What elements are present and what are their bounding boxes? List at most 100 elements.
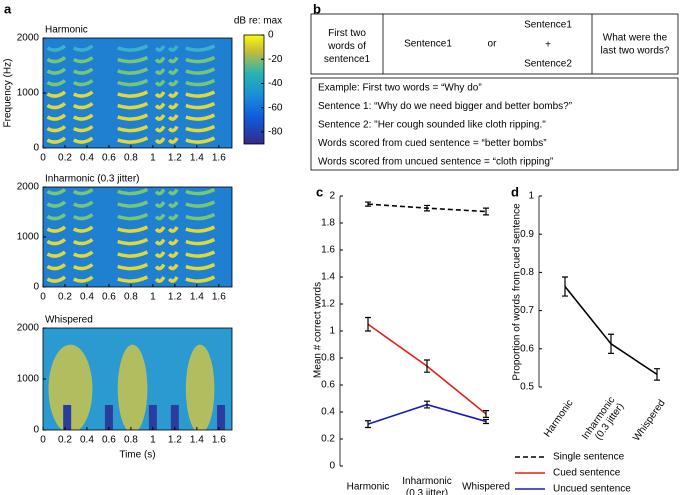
x-tick-label: 0 — [40, 435, 46, 446]
harmonic-band — [167, 238, 179, 246]
harmonic-band — [154, 238, 166, 246]
x-tick-label: 0 — [40, 153, 46, 164]
trial-cell-text: + — [545, 40, 551, 51]
y-tick-label: 0.7 — [520, 305, 534, 316]
harmonic-band — [154, 114, 166, 121]
harmonic-band — [154, 226, 166, 233]
harmonic-band — [167, 188, 179, 196]
harmonic-band — [185, 113, 216, 121]
harmonic-band — [185, 212, 216, 221]
harmonic-band — [167, 226, 179, 233]
harmonic-band — [117, 78, 149, 87]
harmonic-band — [185, 200, 216, 208]
x-tick-label: 0.4 — [80, 153, 94, 164]
x-tick-label: 1.6 — [212, 435, 226, 446]
y-axis-label: Mean # correct words — [313, 282, 324, 378]
harmonic-band — [154, 91, 166, 98]
harmonic-band — [46, 200, 67, 208]
harmonic-band — [46, 136, 67, 144]
panel-title: Inharmonic (0.3 jitter) — [45, 174, 139, 185]
harmonic-band — [72, 250, 94, 258]
harmonic-band — [185, 124, 216, 133]
noise-gap — [104, 405, 113, 430]
harmonic-band — [167, 91, 179, 98]
x-tick-label: 1.4 — [190, 435, 204, 446]
harmonic-band — [154, 251, 166, 258]
trial-box — [310, 13, 679, 75]
noise-gap — [148, 405, 157, 430]
harmonic-band — [117, 113, 149, 121]
harmonic-band — [167, 79, 179, 87]
colorbar-tick-label: -80 — [268, 127, 283, 138]
error-bar — [608, 333, 614, 354]
noise-gap — [217, 405, 226, 430]
x-tick-label: 0 — [40, 292, 46, 303]
harmonic-band — [185, 44, 216, 52]
y-tick-label: 0.4 — [321, 407, 335, 418]
y-tick-label: 0.8 — [321, 353, 335, 364]
y-axis-label: Proportion of words from cued sentence — [512, 203, 523, 381]
y-tick-label: 0 — [33, 425, 39, 436]
y-tick-label: 1 — [528, 191, 534, 202]
panel-title: Whispered — [45, 315, 93, 326]
trial-cell-text: or — [488, 39, 498, 50]
harmonic-band — [46, 213, 67, 221]
y-tick-label: 1.6 — [321, 245, 335, 256]
colorbar-tick-label: -20 — [268, 54, 283, 65]
harmonic-band — [185, 275, 216, 283]
x-tick-label: 0.2 — [58, 435, 72, 446]
y-tick-label: 0.9 — [520, 229, 534, 240]
harmonic-band — [154, 56, 166, 64]
harmonic-band — [117, 101, 149, 110]
y-axis-label: Frequency (Hz) — [3, 59, 14, 128]
harmonic-band — [154, 79, 166, 87]
harmonic-band — [117, 90, 149, 98]
y-tick-label: 1000 — [17, 374, 40, 385]
harmonic-band — [117, 275, 149, 283]
harmonic-band — [72, 136, 94, 144]
harmonic-band — [72, 238, 94, 246]
harmonic-band — [185, 187, 216, 196]
trial-cell-text: Sentence1 — [524, 20, 572, 31]
harmonic-band — [46, 225, 67, 233]
x-tick-label: 1.4 — [190, 292, 204, 303]
harmonic-band — [154, 213, 166, 221]
harmonic-band — [72, 125, 94, 133]
x-tick-label: 0.6 — [102, 292, 116, 303]
y-tick-label: 2000 — [17, 323, 40, 334]
error-bar — [424, 359, 430, 373]
trial-cell-text: Sentence2 — [524, 59, 572, 70]
x-tick-label: Harmonic — [542, 398, 576, 439]
harmonic-band — [185, 262, 216, 271]
harmonic-band — [185, 250, 216, 258]
harmonic-band — [72, 79, 94, 87]
harmonic-band — [46, 79, 67, 87]
x-tick-label: 1 — [150, 153, 156, 164]
harmonic-band — [154, 68, 166, 75]
harmonic-band — [72, 56, 94, 64]
x-tick-label: Inharmonic(0.3 jitter) — [580, 395, 626, 448]
harmonic-band — [167, 201, 179, 208]
spectrogram-bg — [43, 187, 232, 287]
y-tick-label: 1000 — [17, 88, 40, 99]
x-tick-label: 1 — [150, 435, 156, 446]
harmonic-band — [167, 45, 179, 52]
harmonic-band — [154, 125, 166, 133]
colorbar-tick-label: -60 — [268, 102, 283, 113]
harmonic-band — [167, 114, 179, 121]
error-bar — [562, 276, 568, 297]
harmonic-band — [46, 125, 67, 133]
error-bar — [365, 201, 371, 207]
x-tick-label: 1.6 — [212, 292, 226, 303]
x-tick-label: 1.2 — [168, 292, 182, 303]
spectrogram-image — [43, 38, 232, 148]
noise-band — [117, 344, 148, 430]
y-tick-label: 0.8 — [520, 267, 534, 278]
y-tick-label: 0.6 — [520, 343, 534, 354]
trial-cell-text: First two words of sentence1 — [324, 28, 371, 65]
x-tick-label: Whispered — [462, 482, 510, 493]
harmonic-band — [117, 225, 149, 233]
x-tick-label: 0.4 — [80, 292, 94, 303]
x-tick-label: 1 — [150, 292, 156, 303]
